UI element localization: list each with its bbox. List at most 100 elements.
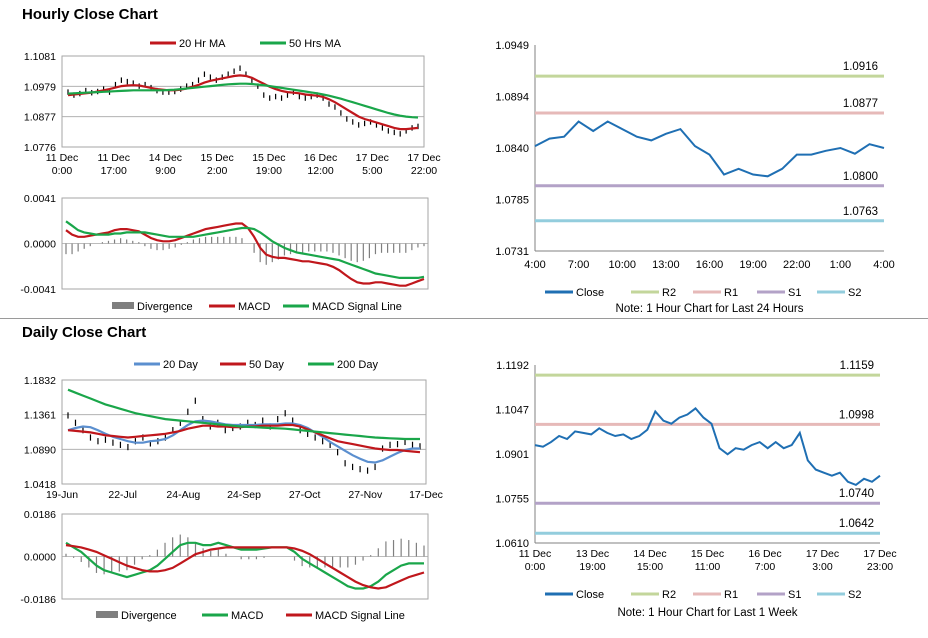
- daily-price-ytick: 1.0418: [24, 479, 56, 491]
- hourly-price-xtick-line0: 11 Dec: [97, 152, 130, 164]
- hourly-close-24h-xtick: 4:00: [524, 259, 545, 271]
- weekly-close-legend-4-label: S2: [848, 589, 861, 601]
- weekly-close-level-label-r1: 1.0998: [839, 409, 874, 421]
- hourly-price-series-1: [67, 82, 419, 119]
- daily-macd-legend-0-swatch: [96, 611, 118, 618]
- weekly-close-note: Note: 1 Hour Chart for Last 1 Week: [617, 607, 797, 619]
- hourly-price-ytick: 1.1081: [24, 51, 56, 63]
- hourly-close-24h-level-label-r1: 1.0877: [843, 98, 878, 110]
- hourly-close-24h-xtick: 13:00: [652, 259, 680, 271]
- hourly-close-24h-xtick: 7:00: [568, 259, 589, 271]
- daily-price-xtick-line0: 22-Jul: [108, 489, 137, 501]
- hourly-price-xtick-line1: 0:00: [52, 165, 73, 177]
- weekly-close-ytick: 1.1047: [495, 405, 529, 417]
- hourly-price-ytick: 1.0979: [24, 81, 56, 93]
- hourly-price-xtick-line1: 5:00: [362, 165, 383, 177]
- weekly-close-level-label-s1: 1.0740: [839, 488, 874, 500]
- weekly-close-xtick-line0: 11 Dec: [519, 548, 552, 560]
- daily-macd-series-1: [65, 544, 425, 590]
- hourly-close-24h-xtick: 22:00: [783, 259, 811, 271]
- hourly-macd-legend-0-label: Divergence: [137, 301, 193, 313]
- hourly-close-24h-legend-1-label: R2: [662, 287, 676, 299]
- weekly-close-legend-3-label: S1: [788, 589, 801, 601]
- daily-price-ytick: 1.1832: [24, 375, 56, 387]
- daily-section-title: Daily Close Chart: [22, 324, 147, 341]
- hourly-price-xtick-line1: 17:00: [101, 165, 127, 177]
- hourly-close-24h-close-line: [534, 120, 885, 178]
- hourly-price-plot-frame: [61, 55, 425, 148]
- daily-price-ytick: 1.1361: [24, 410, 56, 422]
- weekly-close-ytick: 1.0901: [495, 449, 529, 461]
- hourly-close-24h-ytick: 1.0840: [495, 143, 529, 155]
- hourly-close-24h-xtick: 4:00: [873, 259, 894, 271]
- hourly-macd-legend-0-swatch: [112, 302, 134, 309]
- daily-macd-series-0: [65, 541, 424, 590]
- weekly-close-xtick-line1: 7:00: [755, 561, 776, 573]
- weekly-close-xtick-line0: 17 Dec: [806, 548, 839, 560]
- hourly-macd-legend-1-label: MACD: [238, 301, 270, 313]
- daily-price-xtick-line0: 27-Oct: [289, 489, 321, 501]
- daily-price-xtick-line0: 19-Jun: [46, 489, 78, 501]
- weekly-close-xtick-line1: 15:00: [637, 561, 663, 573]
- weekly-close-xtick-line0: 14 Dec: [633, 548, 666, 560]
- daily-price-xtick-line0: 24-Aug: [166, 489, 200, 501]
- daily-price-series-2: [67, 388, 420, 441]
- weekly-close-legend-1-label: R2: [662, 589, 676, 601]
- hourly-close-24h-legend-3-label: S1: [788, 287, 801, 299]
- weekly-close-xtick-line1: 11:00: [695, 561, 721, 573]
- weekly-close-xtick-line0: 15 Dec: [691, 548, 724, 560]
- hourly-price-xtick-line0: 15 Dec: [252, 152, 285, 164]
- hourly-price-xtick-line1: 19:00: [256, 165, 282, 177]
- hourly-macd-ytick: 0.0000: [24, 239, 56, 251]
- daily-price-xtick-line0: 24-Sep: [227, 489, 261, 501]
- weekly-close-ytick: 1.1192: [496, 360, 529, 372]
- weekly-close-xtick-line1: 23:00: [867, 561, 893, 573]
- weekly-close-legend-2-label: R1: [724, 589, 738, 601]
- weekly-close-ytick: 1.0610: [495, 538, 529, 550]
- weekly-close-close-line: [534, 407, 881, 487]
- daily-price-series-0: [67, 419, 420, 464]
- daily-price-legend-2-label: 200 Day: [337, 359, 378, 371]
- hourly-close-24h-xtick: 10:00: [608, 259, 636, 271]
- hourly-close-24h-ytick: 1.0785: [495, 195, 529, 207]
- hourly-price-xtick-line0: 17 Dec: [407, 152, 440, 164]
- hourly-macd-legend-2-label: MACD Signal Line: [312, 301, 402, 313]
- hourly-section-title: Hourly Close Chart: [22, 6, 158, 23]
- hourly-price-xtick-line1: 12:00: [307, 165, 333, 177]
- hourly-price-series-0: [67, 74, 419, 131]
- hourly-close-24h-level-label-s2: 1.0763: [843, 206, 878, 218]
- hourly-close-24h-legend-2-label: R1: [724, 287, 738, 299]
- daily-price-ytick: 1.0890: [24, 444, 56, 456]
- hourly-close-24h-legend-0-label: Close: [576, 287, 604, 299]
- daily-macd-legend-0-label: Divergence: [121, 610, 177, 622]
- section-divider: [0, 318, 928, 319]
- weekly-close-xtick-line0: 13 Dec: [576, 548, 609, 560]
- daily-macd-legend-1-label: MACD: [231, 610, 263, 622]
- weekly-close-level-label-s2: 1.0642: [839, 518, 874, 530]
- hourly-close-24h-xtick: 19:00: [739, 259, 767, 271]
- daily-price-xtick-line0: 27-Nov: [348, 489, 383, 501]
- daily-macd-ytick: 0.0186: [24, 509, 56, 521]
- hourly-price-legend-1-label: 50 Hrs MA: [289, 38, 342, 50]
- weekly-close-xtick-line1: 19:00: [579, 561, 605, 573]
- weekly-close-xtick-line1: 0:00: [525, 561, 546, 573]
- weekly-close-xtick-line1: 3:00: [812, 561, 833, 573]
- hourly-price-ytick: 1.0776: [24, 142, 56, 154]
- hourly-close-24h-level-label-r2: 1.0916: [843, 61, 878, 73]
- daily-macd-ytick: 0.0000: [24, 552, 56, 564]
- hourly-close-24h-ytick: 1.0949: [495, 40, 529, 52]
- hourly-close-24h-xtick: 1:00: [830, 259, 851, 271]
- hourly-close-24h-note: Note: 1 Hour Chart for Last 24 Hours: [616, 303, 804, 315]
- hourly-macd-ytick: 0.0041: [24, 193, 56, 205]
- hourly-price-xtick-line0: 17 Dec: [356, 152, 389, 164]
- hourly-close-24h-level-label-s1: 1.0800: [843, 171, 878, 183]
- hourly-price-xtick-line1: 22:00: [411, 165, 437, 177]
- weekly-close-level-label-r2: 1.1159: [840, 360, 874, 372]
- daily-price-plot-frame: [61, 379, 427, 485]
- daily-price-legend-0-label: 20 Day: [163, 359, 198, 371]
- hourly-price-ytick: 1.0877: [24, 112, 56, 124]
- hourly-macd-ytick: -0.0041: [20, 284, 56, 296]
- hourly-close-24h-ytick: 1.0894: [495, 92, 529, 104]
- hourly-price-xtick-line0: 15 Dec: [201, 152, 234, 164]
